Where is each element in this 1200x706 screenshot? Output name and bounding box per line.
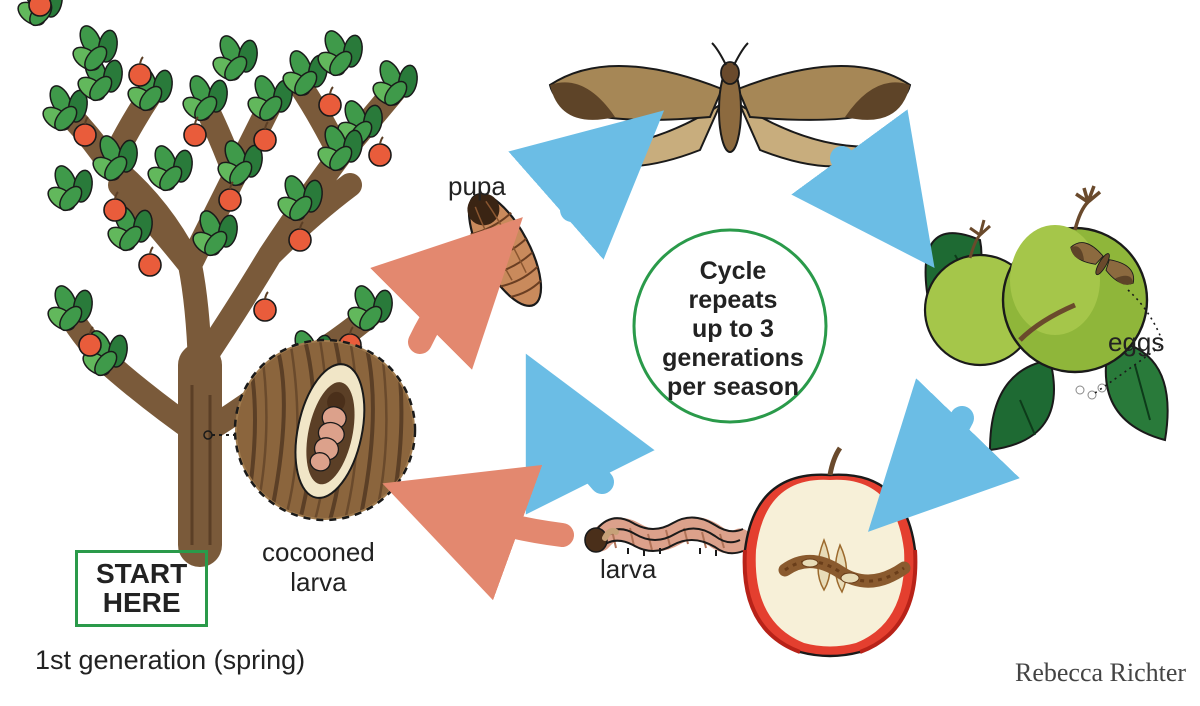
cocooned-larva-detail: [235, 340, 415, 520]
pupa-stage: [455, 184, 556, 316]
lifecycle-diagram: START HERE 1st generation (spring) pupa …: [0, 0, 1200, 706]
center-text: Cycle repeats up to 3 generations per se…: [634, 230, 832, 428]
cycle-arrows-salmon: [420, 268, 562, 535]
pupa-label: pupa: [448, 172, 506, 202]
eggs-label: eggs: [1108, 328, 1164, 358]
cocooned-larva-label: cocooned larva: [262, 538, 375, 598]
damaged-apple: [745, 448, 916, 656]
start-line2: HERE: [103, 587, 181, 618]
subtitle-text: 1st generation (spring): [35, 645, 305, 676]
larva-stage: [585, 517, 743, 556]
start-line1: START: [96, 558, 187, 589]
artist-signature: Rebecca Richter: [1015, 658, 1186, 688]
larva-label: larva: [600, 555, 656, 585]
start-here-box: START HERE: [75, 550, 208, 627]
